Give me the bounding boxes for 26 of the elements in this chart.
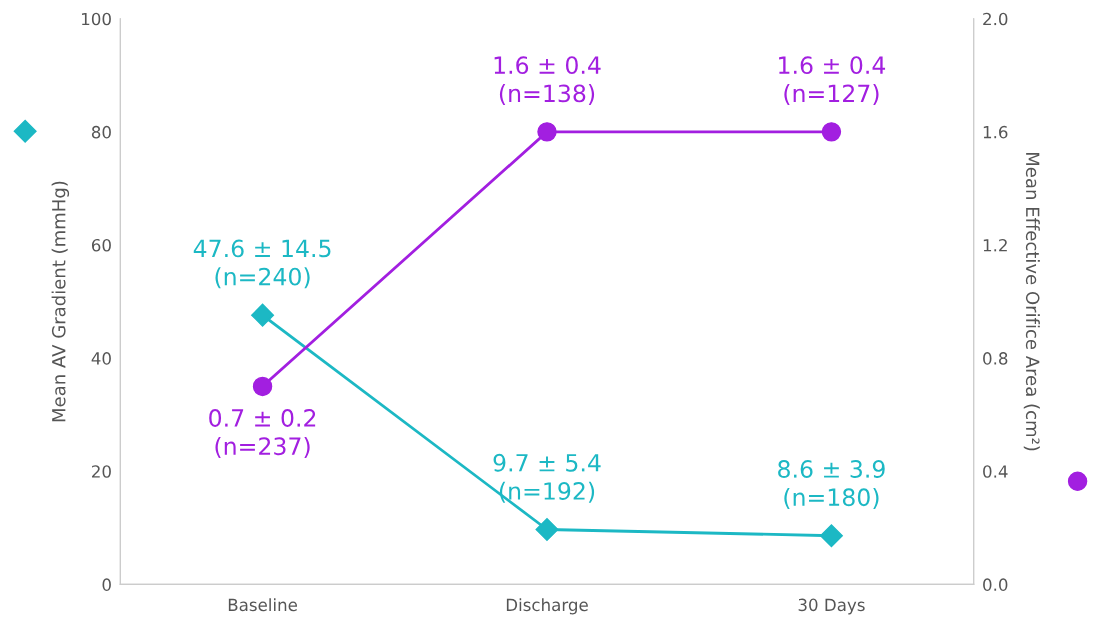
data-label: 9.7 ± 5.4 (n=192) <box>493 453 601 503</box>
y-tick-label: 20 <box>92 465 111 478</box>
data-label: 8.6 ± 3.9 (n=180) <box>778 460 885 509</box>
y-tick-label: 100 <box>82 12 111 26</box>
y-tick-label: 60 <box>91 238 111 252</box>
data-label: 0.7 ± 0.2 (n=237) <box>209 409 316 458</box>
y-tick-label: 0 <box>102 578 111 591</box>
x-tick-label: Discharge <box>506 598 588 615</box>
y-tick-label: 80 <box>91 125 111 139</box>
y2-tick-label: 1.2 <box>983 238 1007 252</box>
y2-tick-label: 0.8 <box>983 352 1008 365</box>
y2-tick-label: 0.4 <box>983 465 1008 478</box>
data-label: 1.6 ± 0.4 (n=127) <box>779 56 886 106</box>
point <box>535 518 559 542</box>
y2-tick-label: 0.0 <box>983 578 1008 591</box>
x-tick-label: 30 Days <box>798 598 865 615</box>
y2-axis-title: Mean Effective Orifice Area (cm²) <box>1023 153 1040 451</box>
data-label: 47.6 ± 14.5 (n=240) <box>193 239 331 289</box>
point <box>819 524 843 548</box>
data-label: 1.6 ± 0.4 (n=138) <box>494 56 601 106</box>
y-tick-label: 40 <box>91 352 111 365</box>
y2-tick-label: 2.0 <box>983 12 1008 26</box>
x-tick-label: Baseline <box>228 598 297 612</box>
y2-tick-label: 1.6 <box>983 125 1008 139</box>
y-axis-title: Mean AV Gradient (mmHg) <box>51 181 70 422</box>
point <box>251 303 275 327</box>
